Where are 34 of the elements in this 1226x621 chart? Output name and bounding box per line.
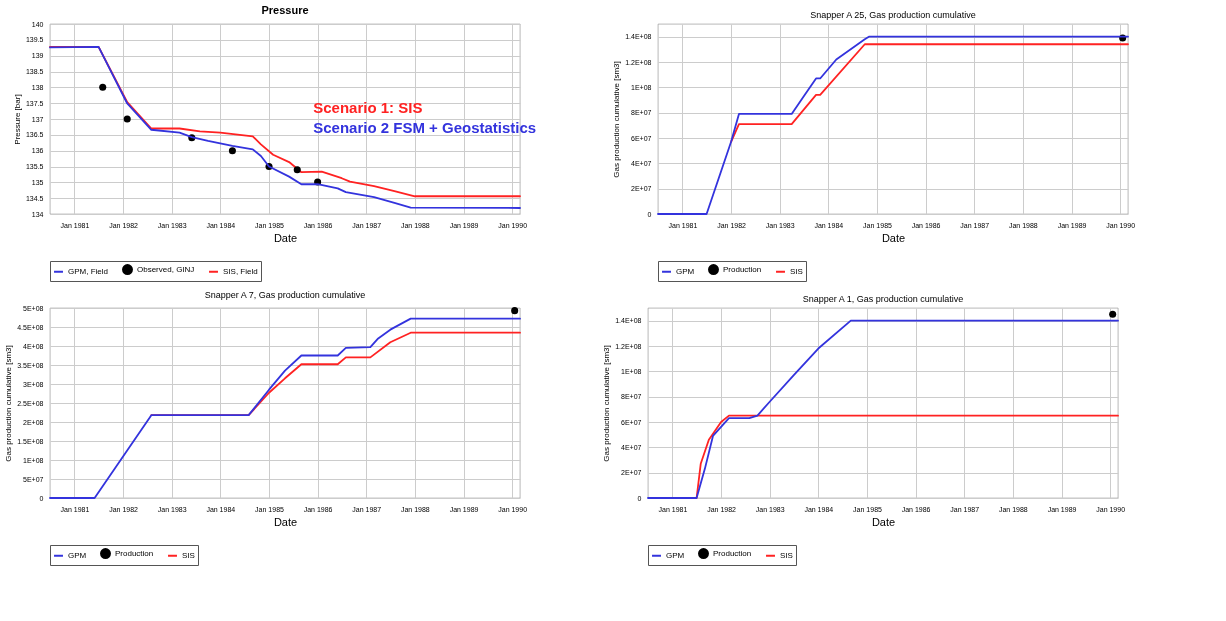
- x-axis-title: Date: [881, 231, 906, 244]
- line-series: [730, 43, 1129, 143]
- chart-title: Pressure: [261, 4, 309, 16]
- chart-title: Snapper A 1, Gas production cumulative: [802, 294, 964, 304]
- legend-label: GPM: [676, 266, 695, 276]
- legend-label: SIS: [790, 266, 803, 276]
- legend-label: Observed, GINJ: [137, 264, 195, 274]
- point: [123, 115, 131, 123]
- legend-label: SIS: [182, 550, 195, 560]
- y-axis-title: Gas production cumulative [sm3]: [602, 345, 612, 462]
- x-axis-title: Date: [871, 515, 896, 528]
- line-series: [657, 35, 1129, 215]
- chart-title: Snapper A 25, Gas production cumulative: [810, 10, 976, 20]
- line-series: [49, 317, 521, 499]
- annotation: Scenario 2 FSM + Geostatistics: [313, 118, 537, 136]
- x-axis-title: Date: [273, 231, 298, 244]
- point: [99, 83, 107, 91]
- y-axis-title: Pressure [bar]: [12, 94, 22, 145]
- legend-label: GPM, Field: [68, 266, 109, 276]
- legend-label: GPM: [666, 550, 685, 560]
- y-axis-title: Gas production cumulative [sm3]: [612, 61, 622, 178]
- legend-label: Production: [115, 548, 154, 558]
- chart-title: Snapper A 7, Gas production cumulative: [204, 290, 366, 300]
- legend-label: Production: [713, 548, 752, 558]
- point: [228, 147, 236, 155]
- legend-label: SIS: [780, 550, 793, 560]
- legend-label: Production: [723, 264, 762, 274]
- point: [293, 166, 301, 174]
- x-axis-title: Date: [273, 515, 298, 528]
- legend-label: GPM: [68, 550, 87, 560]
- y-axis-title: Gas production cumulative [sm3]: [4, 345, 14, 462]
- annotation: Scenario 1: SIS: [313, 98, 423, 116]
- line-series: [647, 319, 1119, 499]
- legend-label: SIS, Field: [223, 266, 258, 276]
